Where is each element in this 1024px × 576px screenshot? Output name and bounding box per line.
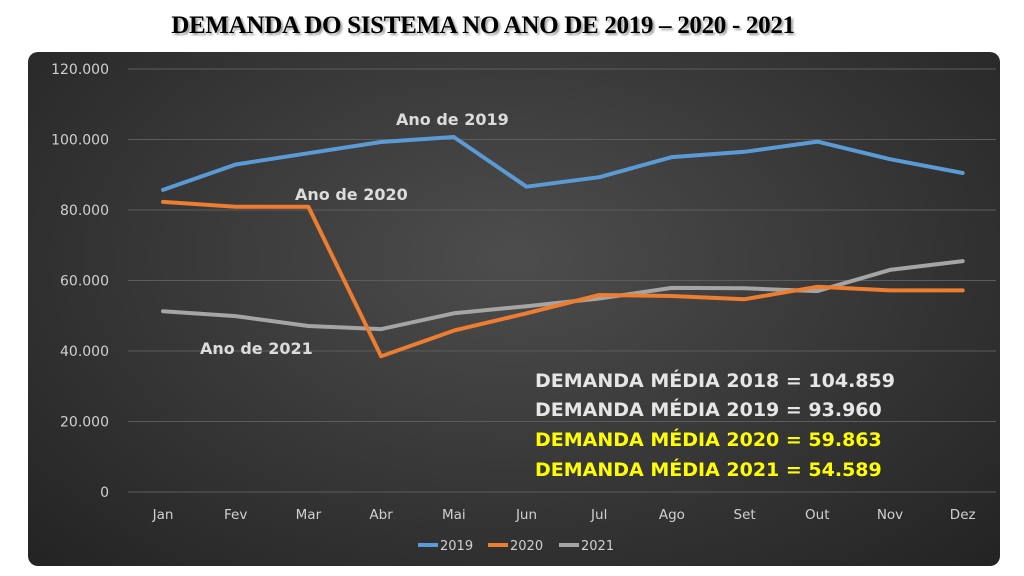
series-line-2019	[161, 135, 965, 192]
x-tick-label: Dez	[950, 507, 976, 523]
x-tick-label: Mai	[442, 507, 466, 523]
series-labels: Ano de 2019 Ano de 2020 Ano de 2021	[200, 110, 509, 358]
legend-label-2020: 2020	[510, 539, 543, 554]
x-tick-label: Abr	[369, 507, 393, 523]
y-tick-label: 100.000	[51, 133, 109, 149]
x-tick-label: Jul	[590, 507, 607, 523]
legend: 2019 2020 2021	[418, 539, 614, 554]
legend-label-2019: 2019	[440, 539, 473, 554]
annotation-2021: DEMANDA MÉDIA 2021 = 54.589	[535, 458, 882, 481]
x-tick-label: Jan	[152, 507, 174, 523]
y-tick-label: 20.000	[60, 415, 109, 431]
annotation-2019: DEMANDA MÉDIA 2019 = 93.960	[535, 398, 882, 421]
page-title: DEMANDA DO SISTEMA NO ANO DE 2019 – 2020…	[171, 12, 795, 39]
series-label-2021: Ano de 2021	[200, 339, 313, 358]
y-axis-ticks: 0 20.000 40.000 60.000 80.000 100.000 120.000	[51, 62, 109, 501]
series-label-2019: Ano de 2019	[396, 110, 509, 129]
x-tick-label: Mar	[296, 507, 322, 523]
y-tick-label: 0	[100, 485, 109, 501]
annotation-2020: DEMANDA MÉDIA 2020 = 59.863	[535, 428, 882, 451]
x-tick-label: Fev	[224, 507, 247, 523]
line-chart: 020.00040.00060.00080.000100.000120.000 …	[51, 62, 996, 554]
y-tick-label: 80.000	[60, 203, 109, 219]
x-tick-label: Ago	[659, 507, 685, 523]
annotation-2018: DEMANDA MÉDIA 2018 = 104.859	[535, 369, 895, 392]
x-axis-ticks: Jan Fev Mar Abr Mai Jun Jul Ago Set Out Nov Dez	[152, 507, 976, 523]
x-tick-label: Set	[734, 507, 756, 523]
legend-label-2021: 2021	[581, 539, 614, 554]
x-tick-label: Nov	[877, 507, 903, 523]
gridlines	[128, 68, 996, 493]
average-annotations: DEMANDA MÉDIA 2018 = 104.859 DEMANDA MÉD…	[535, 369, 895, 481]
y-tick-label: 60.000	[60, 274, 109, 290]
x-tick-label: Jun	[515, 507, 537, 523]
x-tick-label: Out	[805, 507, 829, 523]
y-tick-label: 120.000	[51, 62, 109, 78]
series-line-2021	[161, 259, 965, 332]
series-label-2020: Ano de 2020	[295, 185, 408, 204]
series-lines	[161, 135, 965, 359]
chart-panel: 0 20.000 40.000 60.000 80.000 100.000 120.000 …	[28, 52, 1000, 566]
series-line-2020	[161, 199, 965, 359]
y-tick-label: 40.000	[60, 344, 109, 360]
